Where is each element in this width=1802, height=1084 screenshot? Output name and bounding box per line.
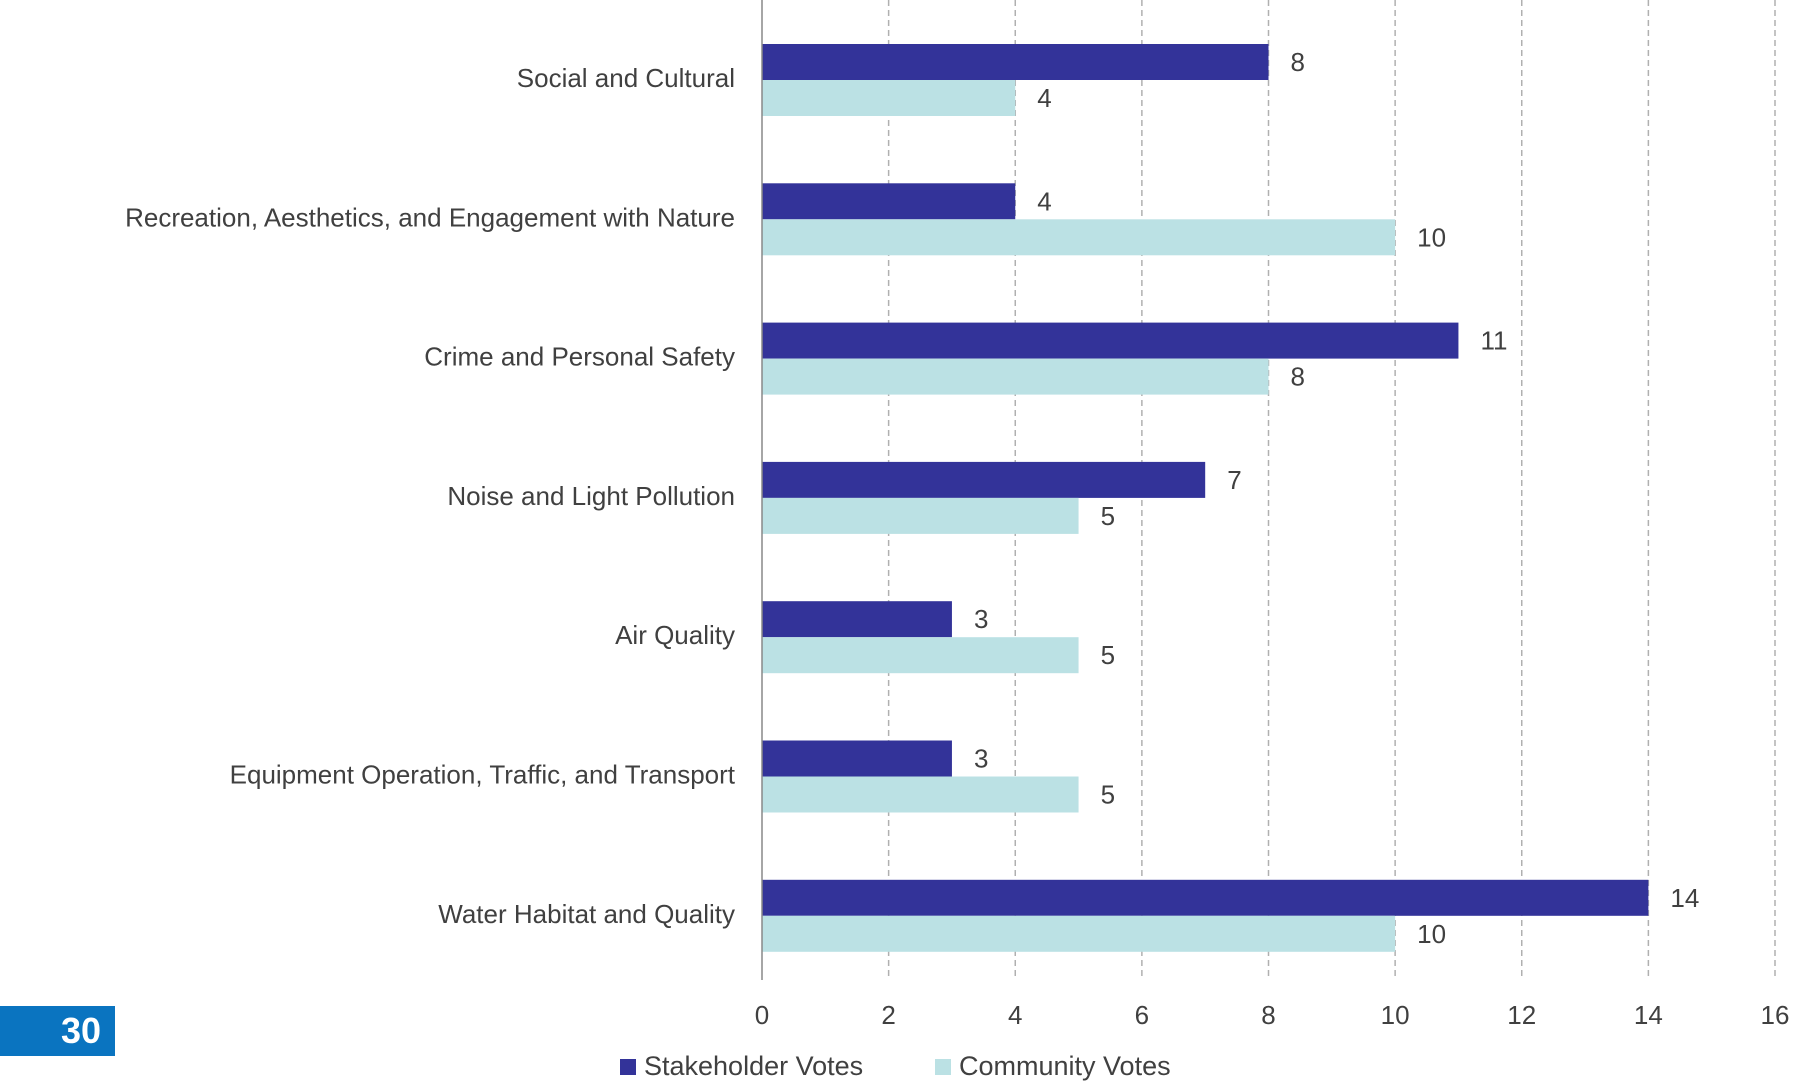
x-tick-label: 12 <box>1507 1000 1536 1030</box>
labels: 0 2 4 6 8 10 12 14 16 Social and Cultural 8 4 Recrea… <box>125 47 1789 1030</box>
community-bar <box>762 497 1079 534</box>
stakeholder-bar <box>762 879 1649 916</box>
community-bar <box>762 915 1396 952</box>
data-label: 8 <box>1291 362 1305 392</box>
data-label: 5 <box>1101 780 1115 810</box>
community-bar <box>762 358 1269 395</box>
data-label: 5 <box>1101 640 1115 670</box>
stakeholder-bar <box>762 322 1459 359</box>
x-tick-label: 8 <box>1261 1000 1275 1030</box>
x-tick-label: 16 <box>1761 1000 1790 1030</box>
stakeholder-bar <box>762 44 1269 80</box>
stakeholder-bar <box>762 461 1206 498</box>
category-label: Equipment Operation, Traffic, and Transp… <box>230 760 736 790</box>
stakeholder-bar <box>762 183 1016 220</box>
data-label: 11 <box>1480 326 1507 356</box>
page-number-badge: 30 <box>0 1006 115 1056</box>
data-label: 7 <box>1227 465 1241 495</box>
category-label: Social and Cultural <box>517 63 735 93</box>
stakeholder-bar <box>762 601 952 638</box>
legend: Stakeholder Votes Community Votes <box>620 1051 1171 1081</box>
data-label: 10 <box>1417 222 1446 252</box>
community-bar <box>762 776 1079 813</box>
community-bar <box>762 80 1016 116</box>
data-label: 8 <box>1291 47 1305 77</box>
data-label: 4 <box>1037 83 1051 113</box>
legend-community-label: Community Votes <box>959 1051 1171 1081</box>
category-label: Recreation, Aesthetics, and Engagement w… <box>125 202 735 232</box>
community-bar <box>762 219 1396 256</box>
x-tick-label: 4 <box>1008 1000 1022 1030</box>
category-label: Crime and Personal Safety <box>424 342 735 372</box>
x-tick-label: 14 <box>1634 1000 1663 1030</box>
community-bar <box>762 637 1079 674</box>
stakeholder-bar <box>762 740 952 777</box>
x-tick-label: 0 <box>755 1000 769 1030</box>
x-tick-label: 2 <box>881 1000 895 1030</box>
data-label: 3 <box>974 604 988 634</box>
x-tick-label: 10 <box>1381 1000 1410 1030</box>
legend-community-swatch <box>935 1059 951 1075</box>
category-label: Noise and Light Pollution <box>447 481 735 511</box>
legend-stakeholder-label: Stakeholder Votes <box>644 1051 863 1081</box>
data-label: 14 <box>1670 883 1699 913</box>
data-label: 10 <box>1417 919 1446 949</box>
legend-stakeholder-swatch <box>620 1059 636 1075</box>
category-label: Water Habitat and Quality <box>438 899 735 929</box>
category-label: Air Quality <box>615 620 735 650</box>
data-label: 3 <box>974 744 988 774</box>
bars <box>762 44 1649 952</box>
x-tick-label: 6 <box>1135 1000 1149 1030</box>
data-label: 4 <box>1037 186 1051 216</box>
data-label: 5 <box>1101 501 1115 531</box>
